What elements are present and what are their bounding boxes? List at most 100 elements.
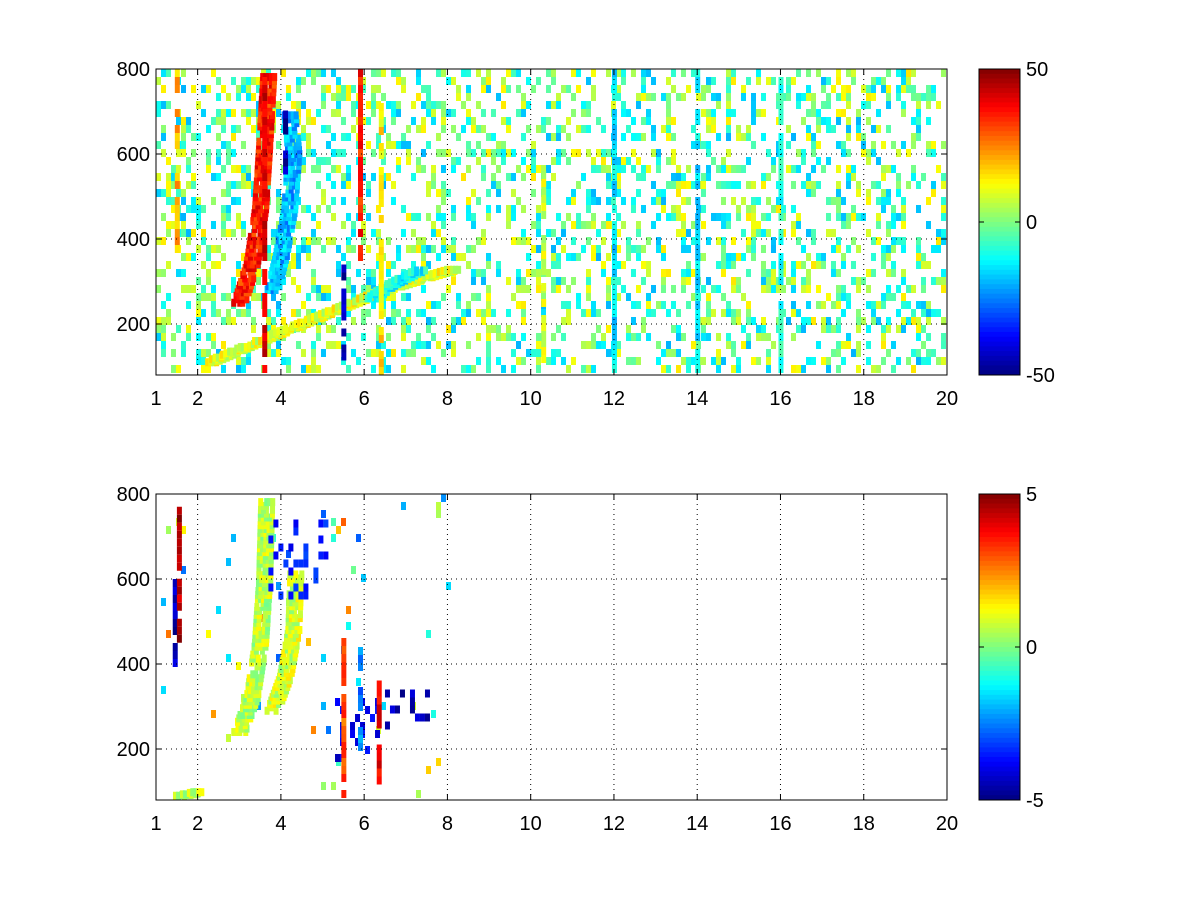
heatmap-cell (336, 85, 341, 93)
heatmap-cell (172, 579, 178, 587)
heatmap-cell (166, 309, 171, 317)
heatmap-cell (231, 133, 236, 141)
heatmap-cell (436, 229, 441, 237)
heatmap-cell (716, 261, 721, 269)
heatmap-cell (161, 85, 166, 93)
y-tick-label: 800 (117, 484, 150, 506)
heatmap-cell (856, 341, 861, 349)
heatmap-cell (256, 85, 261, 93)
heatmap-cell (378, 111, 384, 119)
heatmap-cell (221, 141, 226, 149)
heatmap-cell (711, 357, 716, 365)
heatmap-cell (321, 349, 326, 357)
heatmap-cell (311, 269, 316, 277)
heatmap-cell (941, 197, 946, 205)
heatmap-cell (331, 93, 336, 101)
heatmap-cell (166, 261, 171, 269)
heatmap-cell (851, 69, 856, 77)
heatmap-cell (516, 285, 521, 293)
heatmap-cell (431, 173, 436, 181)
heatmap-cell (778, 189, 784, 197)
heatmap-cell (778, 229, 784, 237)
heatmap-cell (285, 146, 291, 155)
heatmap-cell (466, 109, 471, 117)
heatmap-cell (257, 521, 263, 530)
heatmap-cell (357, 69, 363, 77)
heatmap-cell (491, 157, 496, 165)
heatmap-cell (506, 173, 511, 181)
x-tick-label: 4 (275, 388, 286, 410)
heatmap-cell (701, 189, 706, 197)
heatmap-cell (911, 85, 916, 93)
heatmap-cell (471, 269, 476, 277)
heatmap-cell (921, 93, 926, 101)
heatmap-cell (161, 686, 166, 694)
heatmap-cell (426, 141, 431, 149)
colorbar-swatch (979, 503, 1020, 509)
axes-box (155, 493, 948, 801)
heatmap-cell (176, 530, 182, 539)
heatmap-cell (846, 117, 851, 125)
heatmap-cell (341, 702, 347, 710)
heatmap-cell (916, 101, 921, 109)
heatmap-cell (288, 567, 294, 576)
heatmap-cell (901, 221, 906, 229)
heatmap-cell (306, 205, 311, 213)
heatmap-cell (936, 245, 941, 253)
heatmap-cell (746, 157, 751, 165)
heatmap-cell (294, 193, 300, 202)
heatmap-cell (436, 301, 441, 309)
heatmap-cell (611, 93, 617, 101)
heatmap-cell (306, 638, 311, 646)
heatmap-cell (941, 213, 946, 221)
heatmap-cell (181, 149, 186, 157)
heatmap-cell (531, 85, 536, 93)
heatmap-cell (881, 253, 886, 261)
heatmap-cell (291, 277, 296, 285)
heatmap-cell (221, 85, 226, 93)
heatmap-cell (631, 357, 636, 365)
heatmap-cell (254, 602, 260, 611)
heatmap-cell (716, 349, 721, 357)
heatmap-cell (391, 197, 396, 205)
heatmap-cell (341, 654, 347, 662)
heatmap-cell (331, 325, 336, 333)
heatmap-cell (886, 245, 891, 253)
heatmap-cell (576, 301, 581, 309)
heatmap-cell (681, 181, 686, 189)
heatmap-cell (406, 245, 411, 253)
heatmap-cell (191, 181, 196, 189)
heatmap-cell (262, 610, 268, 619)
heatmap-cell (886, 269, 891, 277)
heatmap-cell (262, 181, 268, 189)
heatmap-cell (486, 357, 491, 365)
heatmap-cell (186, 333, 191, 341)
heatmap-cell (303, 583, 309, 592)
heatmap-cell (716, 237, 721, 245)
heatmap-cell (357, 109, 363, 117)
heatmap-cell (746, 317, 751, 325)
heatmap-cell (646, 117, 651, 125)
heatmap-cell (941, 229, 946, 237)
heatmap-cell (721, 269, 726, 277)
heatmap-cell (541, 293, 546, 301)
heatmap-cell (386, 133, 391, 141)
heatmap-cell (246, 181, 251, 189)
heatmap-cell (811, 229, 816, 237)
heatmap-cell (931, 149, 936, 157)
heatmap-cell (191, 197, 196, 205)
heatmap-cell (551, 253, 556, 261)
heatmap-cell (781, 213, 786, 221)
heatmap-cell (171, 333, 176, 341)
heatmap-cell (378, 359, 384, 367)
heatmap-cell (211, 117, 216, 125)
heatmap-cell (806, 277, 811, 285)
heatmap-cell (166, 229, 171, 237)
heatmap-cell (426, 101, 431, 109)
heatmap-cell (931, 93, 936, 101)
heatmap-cell (283, 150, 289, 159)
heatmap-cell (268, 567, 274, 576)
heatmap-cell (716, 93, 721, 101)
heatmap-cell (378, 311, 384, 319)
heatmap-cell (326, 726, 331, 734)
